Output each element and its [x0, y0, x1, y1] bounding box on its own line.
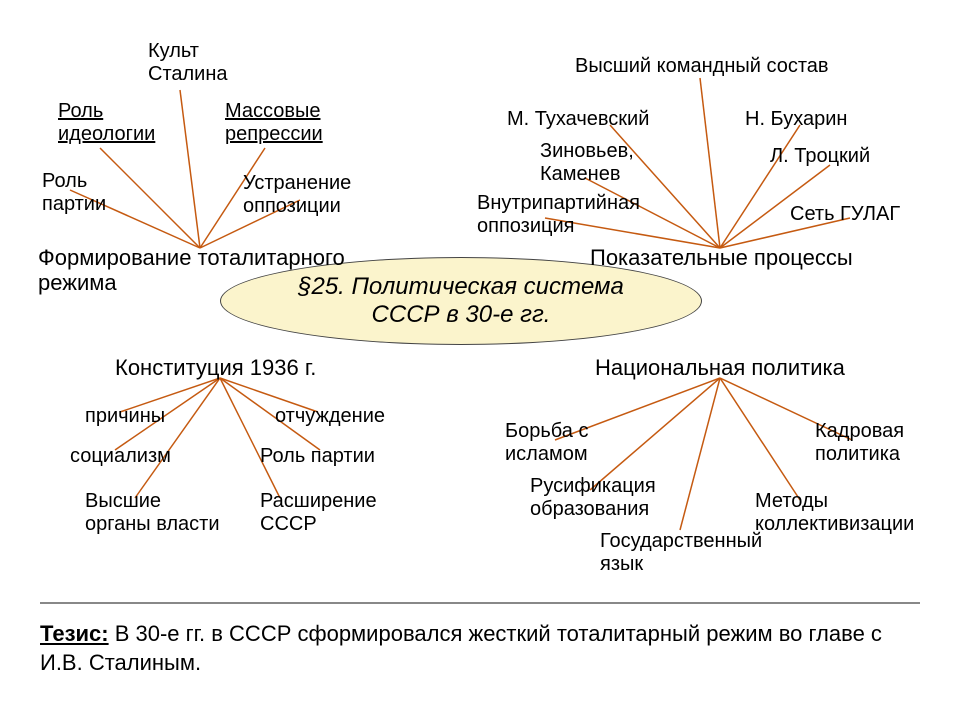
leaf-rol-ideologii: Роль идеологии [58, 100, 155, 146]
thesis-text: Тезис: В 30-е гг. в СССР сформировался ж… [40, 620, 920, 677]
leaf-kadrovaya: Кадровая политика [815, 420, 904, 466]
leaf-vnutripart: Внутрипартийная оппозиция [477, 192, 640, 238]
leaf-prichiny: причины [85, 405, 165, 428]
leaf-rol-partii-2: Роль партии [260, 445, 375, 468]
leaf-borba-islam: Борьба с исламом [505, 420, 588, 466]
leaf-kult-stalina: Культ Сталина [148, 40, 228, 86]
leaf-tukhachevsky: М. Тухачевский [507, 108, 649, 131]
leaf-vysshie-organy: Высшие органы власти [85, 490, 220, 536]
leaf-socialism: социализм [70, 445, 171, 468]
leaf-bukharin: Н. Бухарин [745, 108, 847, 131]
leaf-otchuzhdenie: отчуждение [275, 405, 385, 428]
leaf-mass-repressii: Массовые репрессии [225, 100, 323, 146]
diagram-canvas: §25. Политическая система СССР в 30-е гг… [0, 0, 960, 720]
divider-line [40, 602, 920, 604]
leaf-vysshiy: Высший командный состав [575, 55, 829, 78]
branch-title-top-left: Формирование тоталитарного режима [38, 245, 345, 296]
leaf-ustranenie: Устранение оппозиции [243, 172, 351, 218]
center-topic-text: §25. Политическая система СССР в 30-е гг… [298, 273, 624, 329]
leaf-rol-partii: Роль партии [42, 170, 106, 216]
leaf-zinoviev: Зиновьев, Каменев [540, 140, 634, 186]
leaf-trotsky: Л. Троцкий [770, 145, 870, 168]
leaf-rasshirenie: Расширение СССР [260, 490, 377, 536]
branch-title-bottom-left: Конституция 1936 г. [115, 355, 316, 380]
leaf-rusifikatsiya: Русификация образования [530, 475, 656, 521]
leaf-metody: Методы коллективизации [755, 490, 914, 536]
leaf-gulag: Сеть ГУЛАГ [790, 203, 900, 226]
leaf-gos-yazyk: Государственный язык [600, 530, 762, 576]
branch-title-bottom-right: Национальная политика [595, 355, 845, 380]
branch-title-top-right: Показательные процессы [590, 245, 853, 270]
